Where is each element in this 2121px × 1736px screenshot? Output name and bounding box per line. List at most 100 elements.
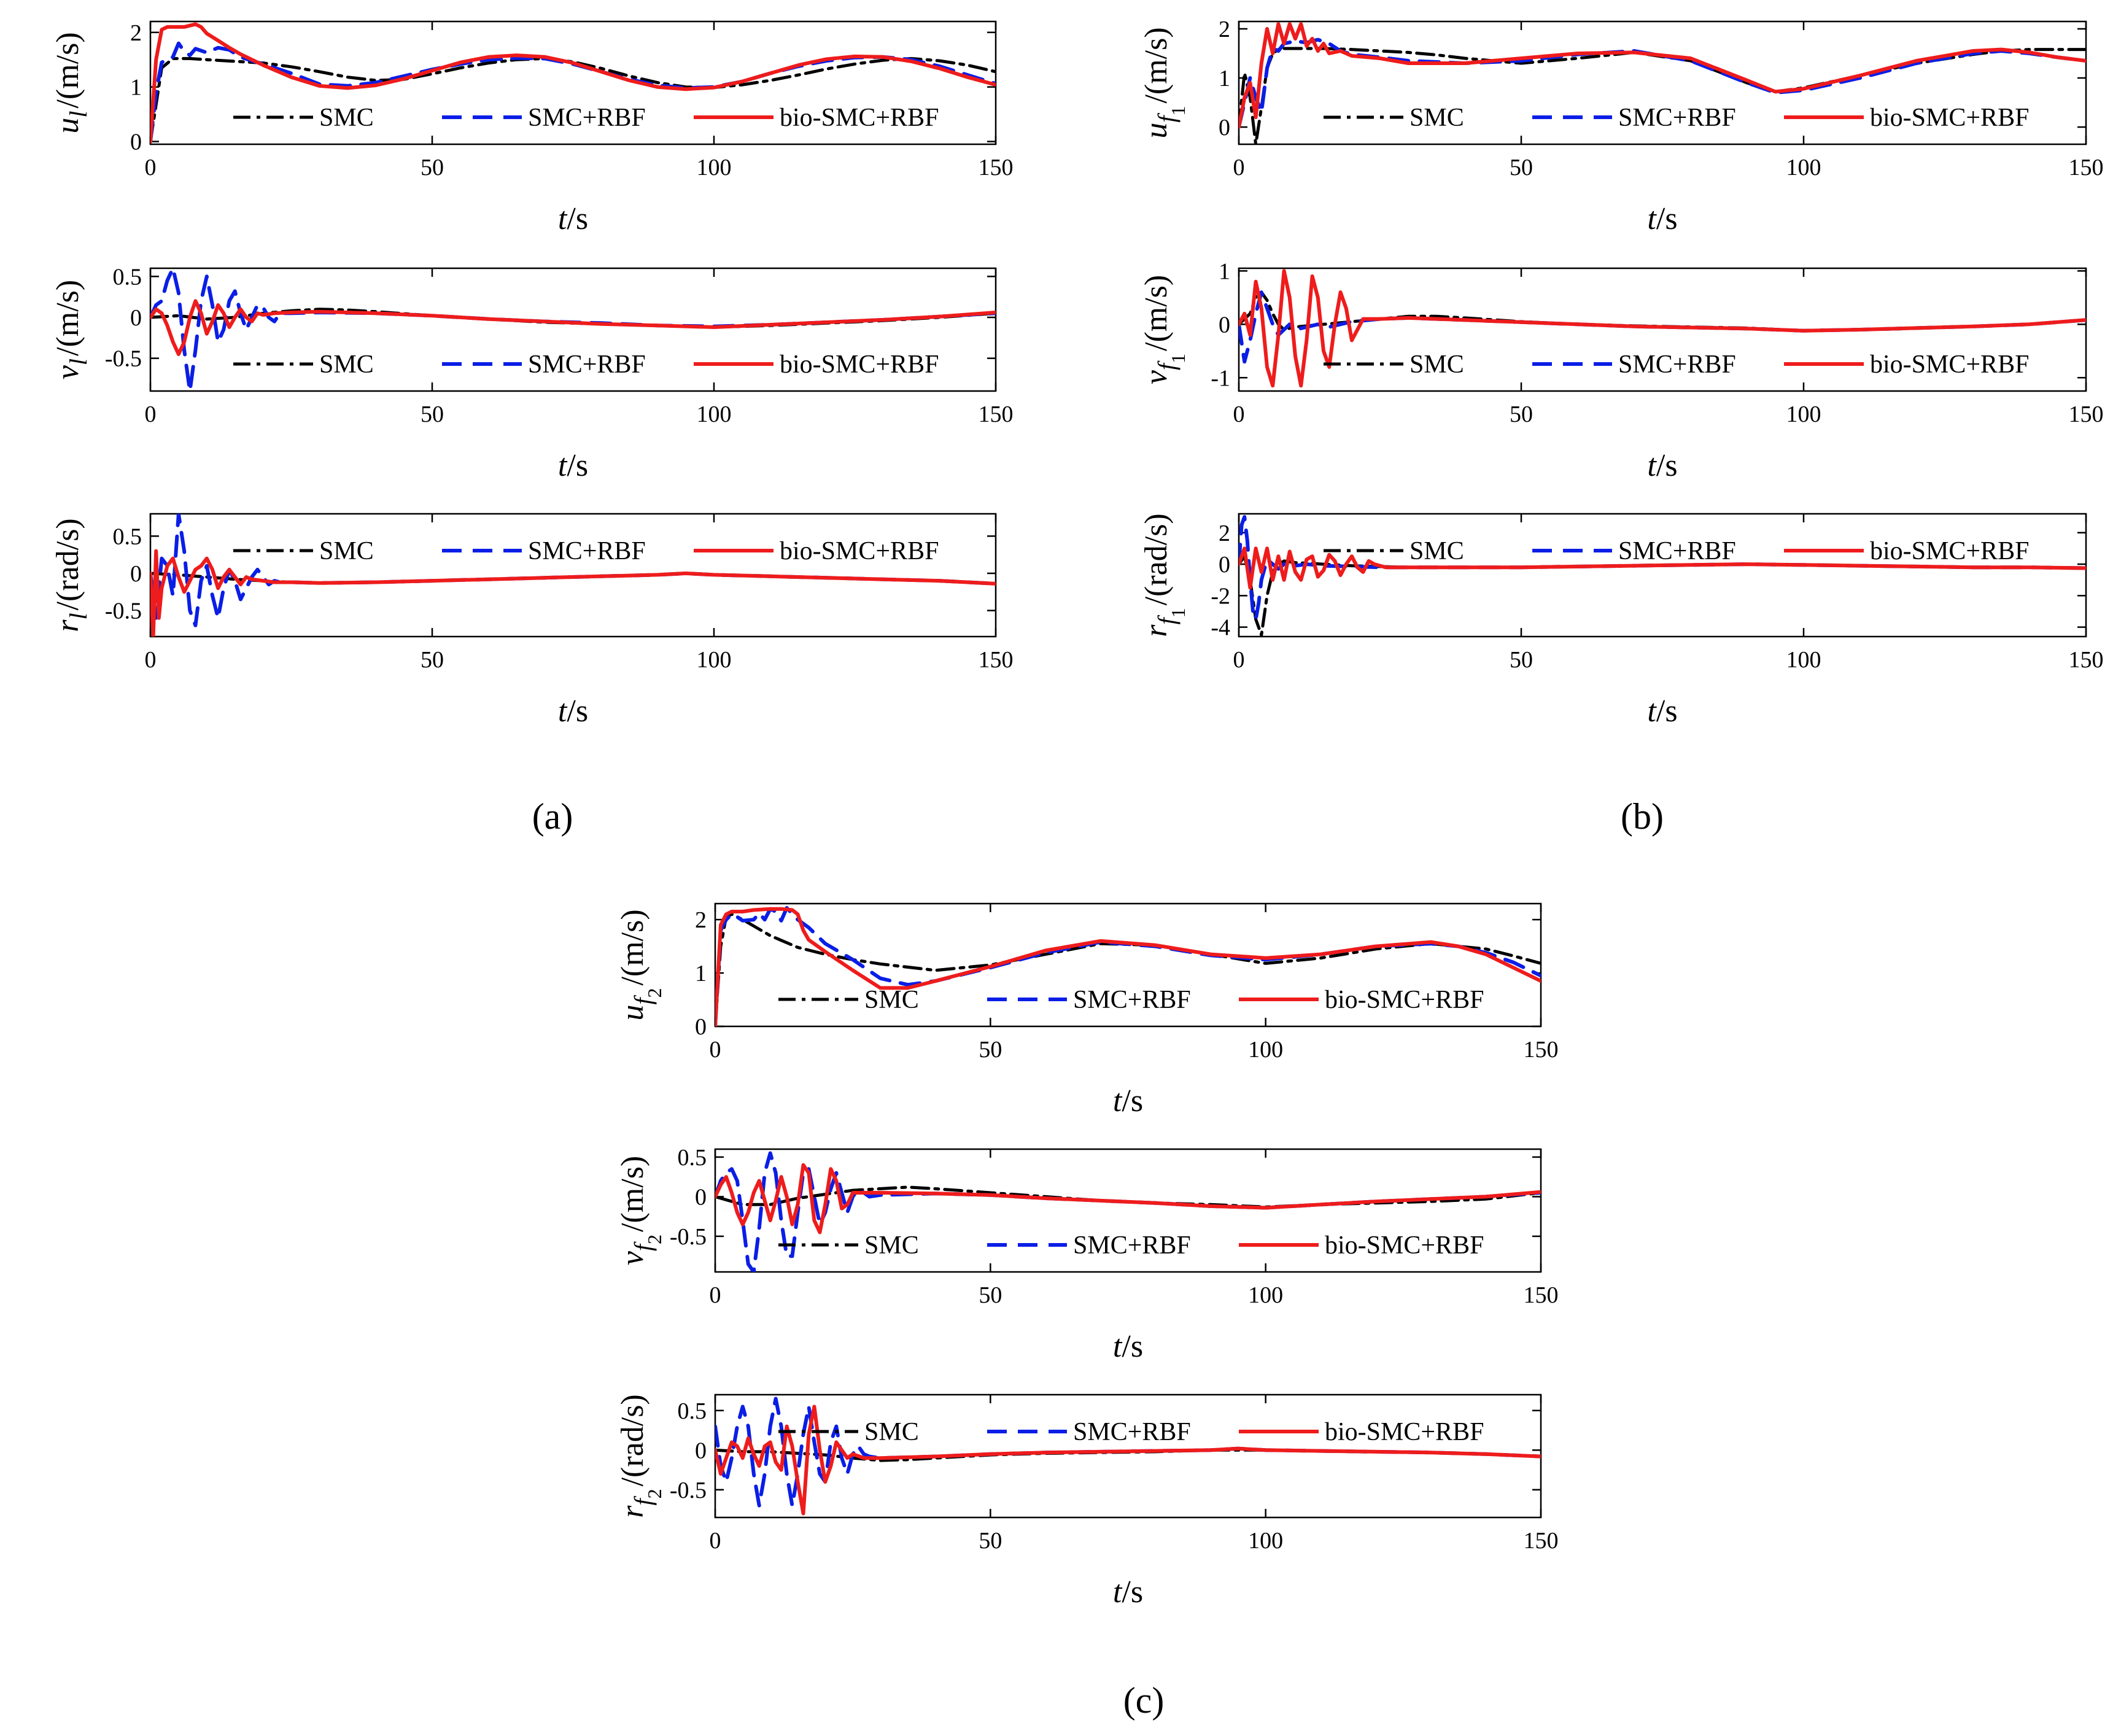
y-tick-label: -0.5	[670, 1224, 707, 1250]
x-tick-label: 150	[979, 155, 1014, 180]
y-tick-label: 0	[695, 1014, 707, 1040]
x-tick-label: 50	[421, 401, 444, 427]
x-tick-label: 150	[979, 401, 1014, 427]
x-axis-label: t/s	[1647, 448, 1677, 483]
legend-label: bio-SMC+RBF	[1870, 537, 2029, 565]
x-tick-label: 100	[1248, 1528, 1283, 1554]
legend: SMC SMC+RBF bio-SMC+RBF	[778, 1418, 1484, 1446]
x-tick-label: 0	[710, 1282, 721, 1308]
legend-label: SMC	[864, 986, 919, 1014]
series-line-bio-smc-plus-rbf	[715, 1405, 1541, 1516]
legend-label: SMC	[319, 104, 374, 132]
legend-label: bio-SMC+RBF	[1870, 351, 2029, 379]
x-axis-label: t/s	[1113, 1575, 1143, 1610]
series-line-bio-smc-plus-rbf	[715, 907, 1541, 1026]
series-line-smc-plus-rbf	[1239, 290, 2086, 364]
y-axis-label: rl/(rad/s)	[50, 518, 92, 632]
y-axis-label: rf2/(rad/s)	[615, 1394, 665, 1518]
x-tick-label: 0	[1233, 401, 1245, 427]
x-tick-label: 50	[421, 647, 444, 673]
legend-label: bio-SMC+RBF	[1325, 1231, 1484, 1260]
legend-label: bio-SMC+RBF	[1325, 1418, 1484, 1446]
legend-label: SMC	[1409, 104, 1464, 132]
x-tick-label: 50	[1510, 401, 1533, 427]
series-line-bio-smc-plus-rbf	[150, 549, 996, 637]
x-tick-label: 0	[1233, 155, 1245, 180]
panel-label-b: (b)	[1621, 796, 1664, 837]
x-tick-label: 100	[1786, 647, 1821, 673]
x-axis-label: t/s	[558, 448, 588, 483]
y-tick-label: 0	[1219, 115, 1230, 141]
legend-label: SMC+RBF	[1073, 1418, 1191, 1446]
legend-label: SMC	[319, 351, 374, 379]
subplot-c1: 0 50 100 150 2 1 0 SMC SMC+RBF bio-SMC+RBF t/s uf2/…	[615, 902, 1559, 1118]
y-tick-label: 0	[695, 1184, 707, 1210]
axes-frame	[1238, 20, 2087, 145]
x-tick-label: 0	[145, 647, 157, 673]
legend: SMC SMC+RBF bio-SMC+RBF	[233, 104, 939, 132]
legend-label: SMC+RBF	[528, 104, 646, 132]
x-tick-label: 150	[1524, 1037, 1559, 1063]
y-tick-label: 1	[695, 961, 707, 986]
y-tick-label: 0	[130, 305, 142, 331]
x-tick-label: 50	[979, 1282, 1002, 1308]
x-tick-label: 150	[979, 647, 1014, 673]
series-line-bio-smc-plus-rbf	[715, 1163, 1541, 1234]
y-tick-label: 0.5	[678, 1398, 707, 1424]
legend-label: SMC	[1409, 351, 1464, 379]
y-tick-label: 0	[130, 561, 142, 587]
x-tick-label: 50	[1510, 155, 1533, 180]
legend-label: SMC+RBF	[528, 537, 646, 565]
series-line-smc	[1239, 47, 2086, 144]
legend-label: SMC+RBF	[1618, 104, 1736, 132]
x-tick-label: 150	[2069, 155, 2104, 180]
y-tick-label: 0	[1219, 312, 1230, 338]
y-tick-label: -2	[1211, 583, 1230, 609]
y-tick-label: 0.5	[113, 524, 142, 549]
series-line-bio-smc-plus-rbf	[150, 299, 996, 356]
x-tick-label: 100	[697, 155, 732, 180]
panel-label-a: (a)	[532, 796, 573, 837]
series-line-bio-smc-plus-rbf	[1239, 22, 2086, 129]
legend: SMC SMC+RBF bio-SMC+RBF	[778, 986, 1484, 1014]
legend-label: SMC	[864, 1231, 919, 1260]
x-tick-label: 150	[1524, 1528, 1559, 1554]
y-axis-label: vf1/(m/s)	[1139, 275, 1189, 384]
legend-label: SMC+RBF	[528, 351, 646, 379]
series-line-smc-plus-rbf	[150, 514, 996, 627]
panel-label-c: (c)	[1123, 1680, 1165, 1721]
x-axis-label: t/s	[1113, 1083, 1143, 1118]
x-tick-label: 0	[710, 1528, 721, 1554]
y-tick-label: 0.5	[113, 264, 142, 290]
y-tick-label: -1	[1211, 365, 1230, 391]
x-tick-label: 150	[1524, 1282, 1559, 1308]
legend-label: SMC+RBF	[1618, 537, 1736, 565]
x-tick-label: 50	[979, 1528, 1002, 1554]
legend-label: SMC+RBF	[1073, 1231, 1191, 1260]
subplot-a2: 0 50 100 150 0.5 0 -0.5 SMC SMC+RBF bio-SMC+RBF t/…	[50, 264, 1014, 483]
x-tick-label: 0	[145, 401, 157, 427]
legend: SMC SMC+RBF bio-SMC+RBF	[778, 1231, 1484, 1260]
y-axis-label: vl/(m/s)	[50, 280, 92, 379]
y-tick-label: 0	[1219, 552, 1230, 578]
legend-label: bio-SMC+RBF	[780, 351, 939, 379]
axes-frame	[1238, 513, 2087, 638]
legend-label: bio-SMC+RBF	[780, 104, 939, 132]
axes-frame	[149, 267, 997, 392]
y-axis-label: rf1/(rad/s)	[1139, 513, 1189, 637]
y-tick-label: 1	[1219, 258, 1230, 284]
y-tick-label: -0.5	[670, 1478, 707, 1503]
legend-label: SMC	[1409, 537, 1464, 565]
x-axis-label: t/s	[1113, 1329, 1143, 1364]
y-tick-label: 0.5	[678, 1145, 707, 1171]
x-axis-label: t/s	[1647, 694, 1677, 729]
subplot-c2: 0 50 100 150 0.5 0 -0.5 SMC SMC+RBF bio-SMC+RBF t/…	[615, 1145, 1559, 1364]
x-axis-label: t/s	[558, 201, 588, 236]
subplot-b3: 0 50 100 150 2 0 -2 -4 SMC SMC+RBF bio-SMC+RBF t/s r…	[1139, 513, 2104, 729]
y-axis-label: ul/(m/s)	[50, 32, 92, 133]
x-tick-label: 100	[1248, 1282, 1283, 1308]
series-line-bio-smc-plus-rbf	[150, 22, 996, 144]
